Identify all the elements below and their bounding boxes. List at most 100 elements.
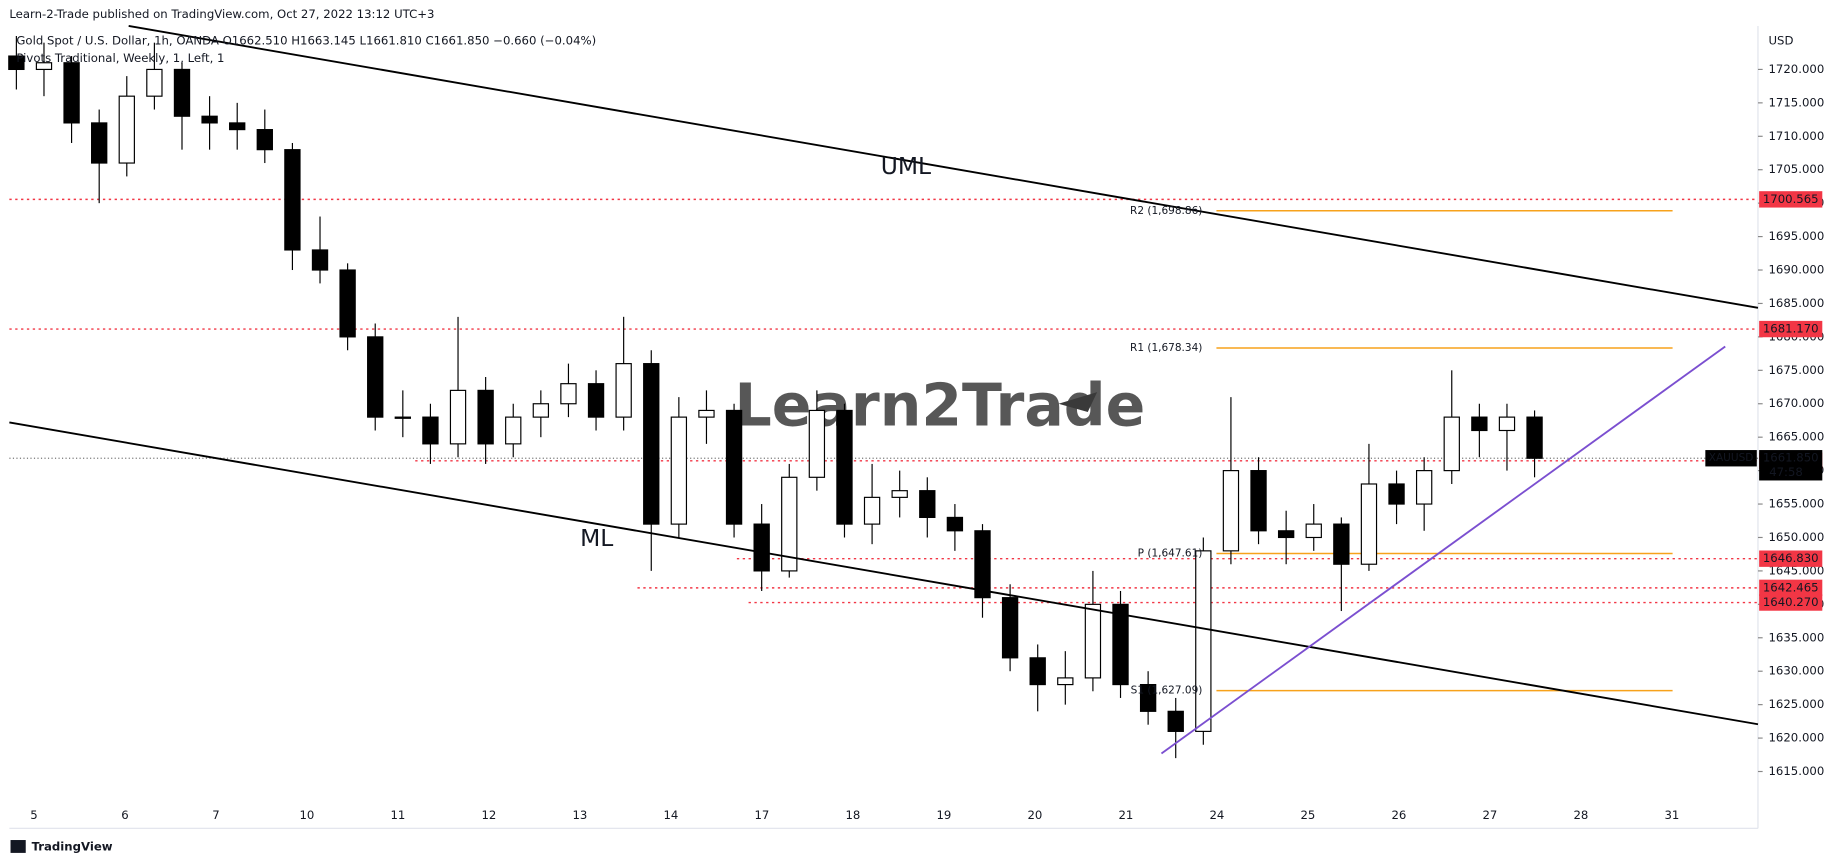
level-box — [1759, 550, 1823, 567]
x-tick-label: 7 — [212, 808, 219, 822]
x-tick-label: 20 — [1027, 808, 1042, 822]
candle-body — [643, 363, 660, 525]
level-label: 1700.565 — [1763, 192, 1819, 206]
footer: TradingView — [32, 840, 113, 854]
annotation: ML — [580, 524, 613, 552]
candle-body — [587, 383, 605, 418]
candle-body — [422, 416, 439, 445]
candle-body — [670, 416, 688, 525]
publish-info: Learn-2-Trade published on TradingView.c… — [9, 7, 434, 21]
countdown: 47:58 — [1769, 465, 1803, 479]
candle-body — [1388, 483, 1405, 505]
logo — [10, 840, 26, 853]
level-label: 1646.830 — [1763, 551, 1819, 565]
x-tick-label: 5 — [30, 808, 37, 822]
candle-body — [35, 62, 53, 71]
x-tick-label: 26 — [1391, 808, 1406, 822]
pivot-label: R1 (1,678.34) — [1130, 342, 1202, 354]
x-tick-label: 14 — [663, 808, 678, 822]
candle-body — [891, 490, 908, 498]
candle-body — [1360, 483, 1378, 565]
candle-body — [1057, 677, 1074, 686]
plot — [8, 35, 1758, 759]
y-tick-label: 1665.000 — [1769, 430, 1825, 444]
candle-body — [367, 336, 384, 418]
level-label: 1681.170 — [1763, 322, 1819, 336]
candle-body — [1139, 683, 1157, 712]
candle-body — [1167, 710, 1184, 732]
candle-body — [1443, 416, 1460, 472]
candle-body — [256, 129, 273, 151]
trend-line — [1160, 345, 1726, 755]
candle-body — [560, 383, 577, 405]
y-tick-label: 1630.000 — [1769, 664, 1825, 678]
y-tick-label: 1625.000 — [1769, 697, 1825, 711]
candle-body — [394, 416, 412, 419]
candle-body — [1084, 603, 1102, 679]
y-tick-label: 1645.000 — [1769, 563, 1825, 577]
candle-body — [118, 95, 135, 164]
indicator-line: Pivots Traditional, Weekly, 1, Left, 1 — [16, 51, 224, 65]
ml-line — [9, 421, 1759, 726]
symbol-line: Gold Spot / U.S. Dollar, 1h, OANDA O1662… — [16, 34, 596, 48]
candle-body — [1222, 470, 1240, 552]
candle-body — [339, 269, 356, 338]
x-tick-label: 28 — [1573, 808, 1588, 822]
candle-body — [449, 389, 467, 445]
level-label: 1640.270 — [1763, 595, 1819, 609]
candle-body — [1195, 550, 1212, 732]
candle-body — [836, 409, 853, 525]
candle-body — [477, 389, 494, 445]
candle-body — [1250, 470, 1267, 532]
candle-body — [1526, 416, 1543, 459]
y-tick-label: 1620.000 — [1769, 731, 1825, 745]
x-tick-label: 25 — [1300, 808, 1315, 822]
x-tick-label: 19 — [936, 808, 951, 822]
y-tick-label: 1720.000 — [1769, 62, 1825, 76]
candle-body — [946, 516, 964, 532]
y-tick-label: 1615.000 — [1769, 764, 1825, 778]
x-tick-label: 24 — [1209, 808, 1224, 822]
candle-body — [201, 115, 218, 124]
x-tick-label: 13 — [572, 808, 587, 822]
candle-body — [1001, 597, 1019, 659]
symbol-box — [1705, 450, 1757, 467]
y-tick-label: 1675.000 — [1769, 363, 1825, 377]
candle-body — [781, 476, 798, 572]
symbol-label: XAUUSD — [1709, 452, 1754, 464]
candle-body — [698, 409, 715, 418]
x-tick-label: 12 — [481, 808, 496, 822]
y-tick-label: 1670.000 — [1769, 396, 1825, 410]
x-tick-label: 17 — [754, 808, 769, 822]
y-tick-label: 1650.000 — [1769, 530, 1825, 544]
y-tick-label: 1715.000 — [1769, 95, 1825, 109]
candle-body — [1471, 416, 1488, 432]
candle-body — [1305, 523, 1322, 539]
candle-body — [974, 530, 991, 599]
candle-body — [1112, 603, 1129, 686]
level-label: 1642.465 — [1763, 580, 1819, 594]
uml-line — [128, 25, 1759, 309]
candle-body — [8, 55, 25, 71]
candle-body — [1333, 523, 1350, 565]
candle-body — [1415, 470, 1433, 505]
currency: USD — [1769, 34, 1794, 48]
y-tick-label: 1690.000 — [1769, 263, 1825, 277]
pivot-label: R2 (1,698.86) — [1130, 205, 1202, 217]
y-tick-label: 1710.000 — [1769, 129, 1825, 143]
level-box — [1759, 594, 1823, 611]
candle-body — [229, 122, 246, 131]
y-tick-label: 1655.000 — [1769, 497, 1825, 511]
x-tick-label: 6 — [121, 808, 128, 822]
x-tick-label: 27 — [1482, 808, 1497, 822]
candle-body — [311, 249, 329, 271]
candle-body — [173, 68, 191, 117]
candle-body — [808, 409, 826, 478]
x-tick-label: 11 — [390, 808, 405, 822]
level-box — [1759, 579, 1823, 597]
last-price-box — [1759, 450, 1823, 481]
candle-body — [1498, 416, 1516, 432]
candle-body — [863, 496, 881, 525]
y-tick-label: 1695.000 — [1769, 229, 1825, 243]
